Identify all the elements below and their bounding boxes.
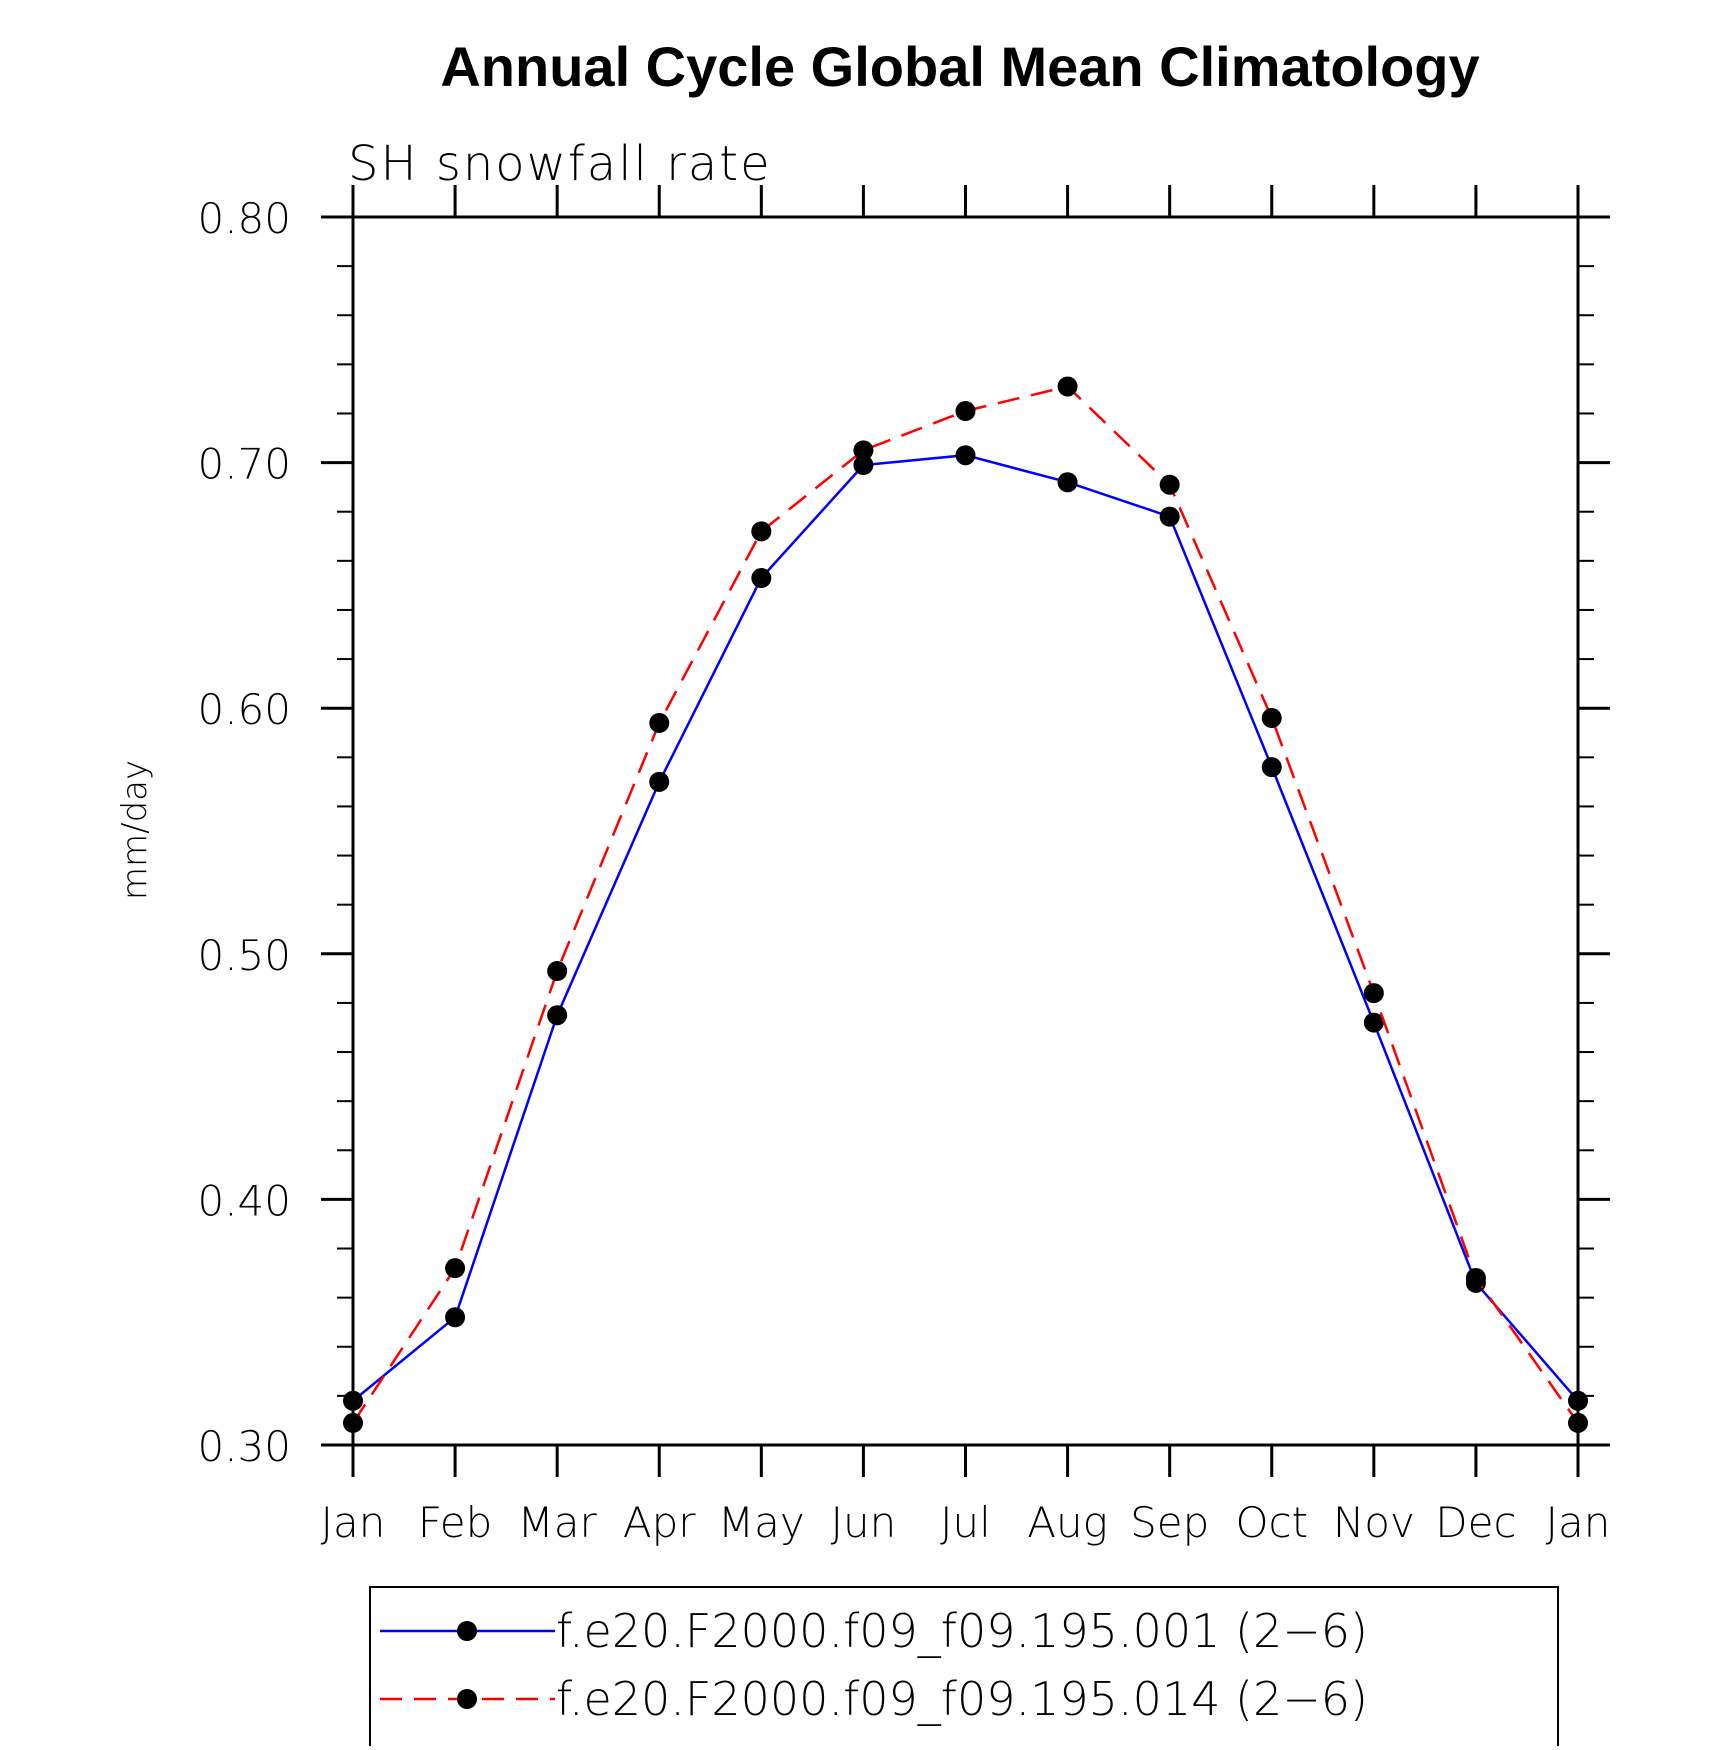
legend-label: f.e20.F2000.f09_f09.195.014 (2−6) <box>556 1672 1368 1726</box>
series-2-point <box>955 401 976 422</box>
x-tick-label: Jun <box>831 1498 897 1547</box>
series-1-point <box>853 455 874 476</box>
chart-title: Annual Cycle Global Mean Climatology <box>440 35 1479 98</box>
series-1-point <box>955 445 976 466</box>
series-2-point <box>1057 376 1078 397</box>
y-tick-labels: 0.30 0.40 0.50 0.60 0.70 0.80 <box>197 194 291 1471</box>
series-layer <box>343 376 1588 1433</box>
y-tick-label: 0.60 <box>197 685 291 734</box>
legend-item-2: f.e20.F2000.f09_f09.195.014 (2−6) <box>380 1672 1368 1726</box>
ticks-layer <box>321 185 1610 1477</box>
legend-swatch-marker <box>457 1689 477 1709</box>
x-tick-label: Aug <box>1027 1498 1108 1547</box>
y-tick-label: 0.70 <box>197 440 291 489</box>
series-1-point <box>1057 472 1078 493</box>
series-1-point <box>1159 506 1180 527</box>
y-tick-label: 0.80 <box>197 194 291 243</box>
series-2-point <box>1465 1267 1486 1288</box>
series-1-point <box>649 771 670 792</box>
series-2-point <box>1159 474 1180 495</box>
x-tick-label: Feb <box>418 1498 492 1547</box>
legend-items: f.e20.F2000.f09_f09.195.001 (2−6) f.e20.F… <box>380 1604 1368 1726</box>
x-tick-label: May <box>718 1498 805 1547</box>
x-tick-label: Jan <box>1546 1498 1611 1547</box>
series-2-point <box>751 521 772 542</box>
x-tick-label: Mar <box>518 1498 598 1547</box>
series-1-point <box>751 568 772 589</box>
plot-frame <box>351 215 1580 1447</box>
series-2-point <box>1363 983 1384 1004</box>
series-2-point <box>853 440 874 461</box>
x-tick-label: Sep <box>1130 1498 1209 1547</box>
x-tick-label: Dec <box>1435 1498 1516 1547</box>
x-tick-label: Jul <box>940 1498 991 1547</box>
y-tick-label: 0.40 <box>197 1176 291 1225</box>
x-tick-label: Apr <box>623 1498 696 1547</box>
series-2 <box>343 376 1588 1433</box>
series-1-point <box>547 1005 568 1026</box>
legend-label: f.e20.F2000.f09_f09.195.001 (2−6) <box>556 1604 1368 1658</box>
y-tick-label: 0.50 <box>197 931 291 980</box>
series-1-point <box>1261 757 1282 778</box>
series-2-point <box>1261 708 1282 729</box>
y-axis-label: mm/day <box>115 760 155 900</box>
series-1-point <box>1363 1012 1384 1033</box>
x-tick-label: Nov <box>1333 1498 1415 1547</box>
x-tick-label: Jan <box>321 1498 386 1547</box>
series-2-point <box>547 960 568 981</box>
series-1 <box>343 445 1588 1411</box>
series-2-point <box>445 1258 466 1279</box>
y-tick-label: 0.30 <box>197 1422 291 1471</box>
legend: f.e20.F2000.f09_f09.195.001 (2−6) f.e20.F… <box>369 1586 1559 1748</box>
series-2-line <box>351 385 1580 1424</box>
legend-swatch-marker <box>457 1621 477 1641</box>
x-tick-label: Oct <box>1235 1498 1308 1547</box>
x-tick-labels: Jan Feb Mar Apr May Jun Jul Aug Sep Oct Nov Dec Jan <box>321 1498 1611 1547</box>
legend-item-1: f.e20.F2000.f09_f09.195.001 (2−6) <box>380 1604 1368 1658</box>
chart-subtitle: SH snowfall rate <box>348 136 772 192</box>
series-2-point <box>649 712 670 733</box>
series-1-line <box>352 453 1579 1402</box>
series-1-point <box>445 1307 466 1328</box>
